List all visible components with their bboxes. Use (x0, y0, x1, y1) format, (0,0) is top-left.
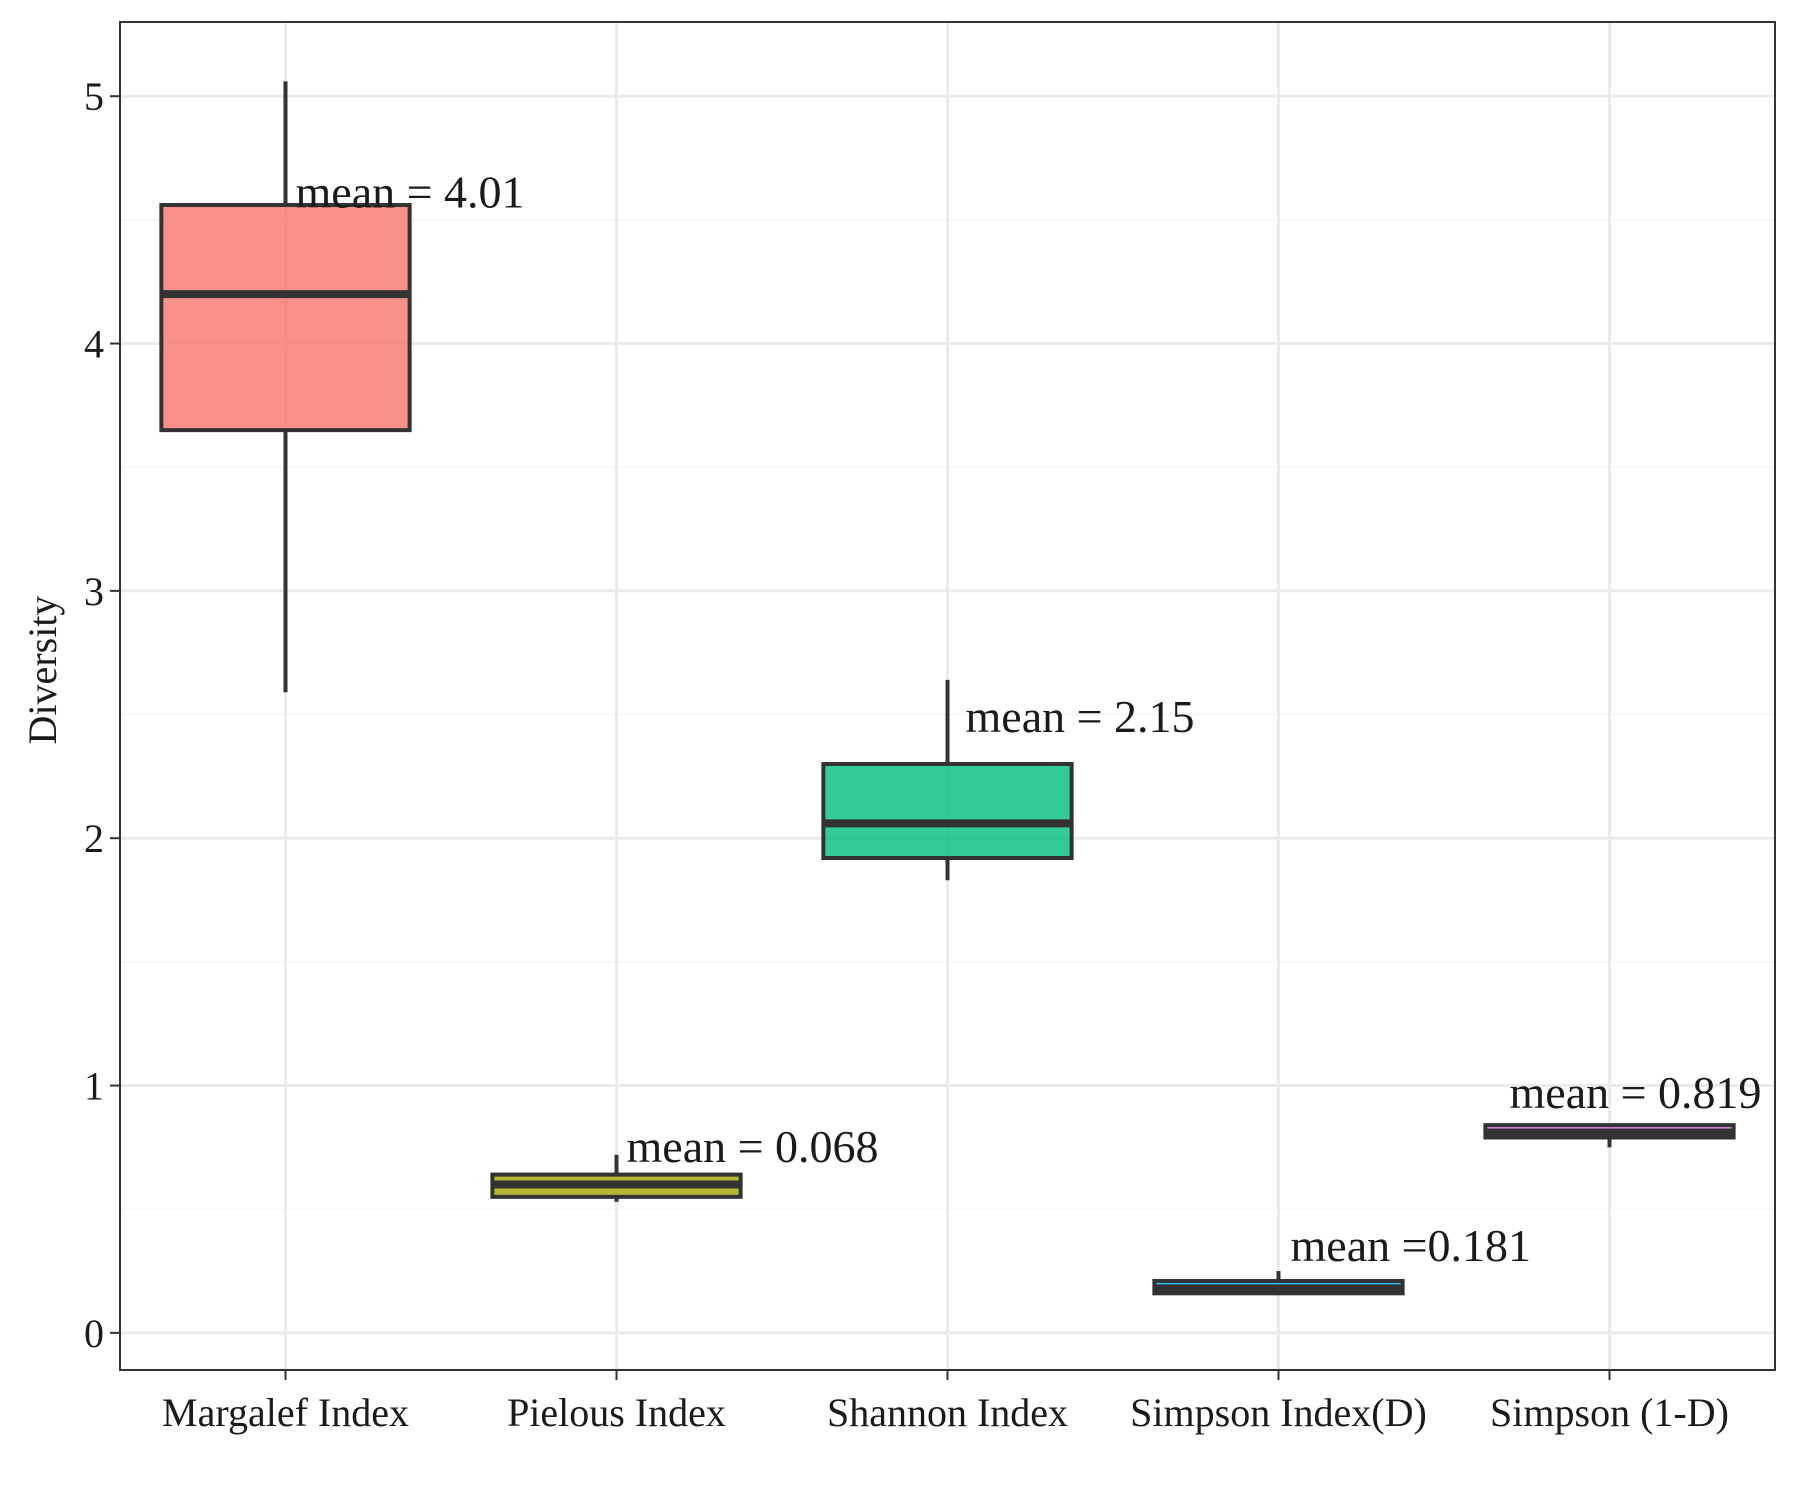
box-group (490, 1154, 743, 1202)
box-group (1483, 1123, 1736, 1148)
y-tick-label: 0 (84, 1311, 104, 1356)
x-tick-label: Simpson (1-D) (1490, 1390, 1729, 1435)
y-tick-label: 2 (84, 816, 104, 861)
x-tick-label: Simpson Index(D) (1130, 1390, 1427, 1435)
box (821, 762, 1074, 861)
mean-annotation: mean = 4.01 (296, 167, 525, 218)
box (159, 203, 412, 433)
box-group (1152, 1271, 1405, 1296)
mean-annotation: mean = 0.819 (1510, 1067, 1762, 1118)
y-tick-label: 4 (84, 322, 104, 367)
x-axis: Margalef Index Pielous Index Shannon Index… (162, 1370, 1729, 1435)
x-tick-label: Pielous Index (507, 1390, 726, 1435)
y-axis-label: Diversity (20, 596, 65, 745)
mean-annotation: mean =0.181 (1291, 1220, 1532, 1271)
y-tick-label: 5 (84, 74, 104, 119)
mean-annotations: mean = 4.01 mean = 0.068 mean = 2.15 mean =… (296, 167, 1762, 1272)
y-tick-label: 1 (84, 1064, 104, 1109)
y-axis: 0 1 2 3 4 5 (84, 74, 120, 1356)
mean-annotation: mean = 0.068 (627, 1121, 879, 1172)
y-tick-label: 3 (84, 569, 104, 614)
box-group (159, 81, 412, 693)
box-series (159, 81, 1736, 1296)
mean-annotation: mean = 2.15 (966, 691, 1195, 742)
x-tick-label: Shannon Index (827, 1390, 1068, 1435)
box-group (821, 679, 1074, 881)
x-tick-label: Margalef Index (162, 1390, 409, 1435)
